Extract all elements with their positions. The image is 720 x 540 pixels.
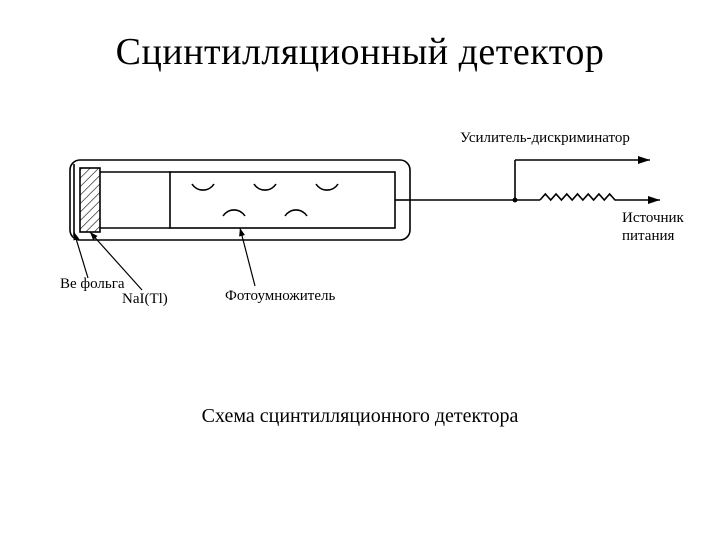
- label-pmt: Фотоумножитель: [225, 288, 335, 304]
- page-title: Сцинтилляционный детектор: [0, 30, 720, 74]
- detector-schematic: Be фольгаNaI(Tl) Фотоумножитель Усилитель-…: [60, 130, 680, 350]
- label-foil: Be фольга: [60, 276, 125, 292]
- label-power-1: Источник: [622, 210, 685, 226]
- label-crystal: NaI(Tl): [122, 291, 168, 307]
- diagram-caption: Схема сцинтилляционного детектора: [0, 405, 720, 428]
- schematic-svg: Be фольгаNaI(Tl) Фотоумножитель Усилитель-…: [60, 130, 680, 350]
- label-discriminator: Усилитель-дискриминатор: [460, 130, 630, 146]
- label-power-2: питания: [622, 228, 675, 244]
